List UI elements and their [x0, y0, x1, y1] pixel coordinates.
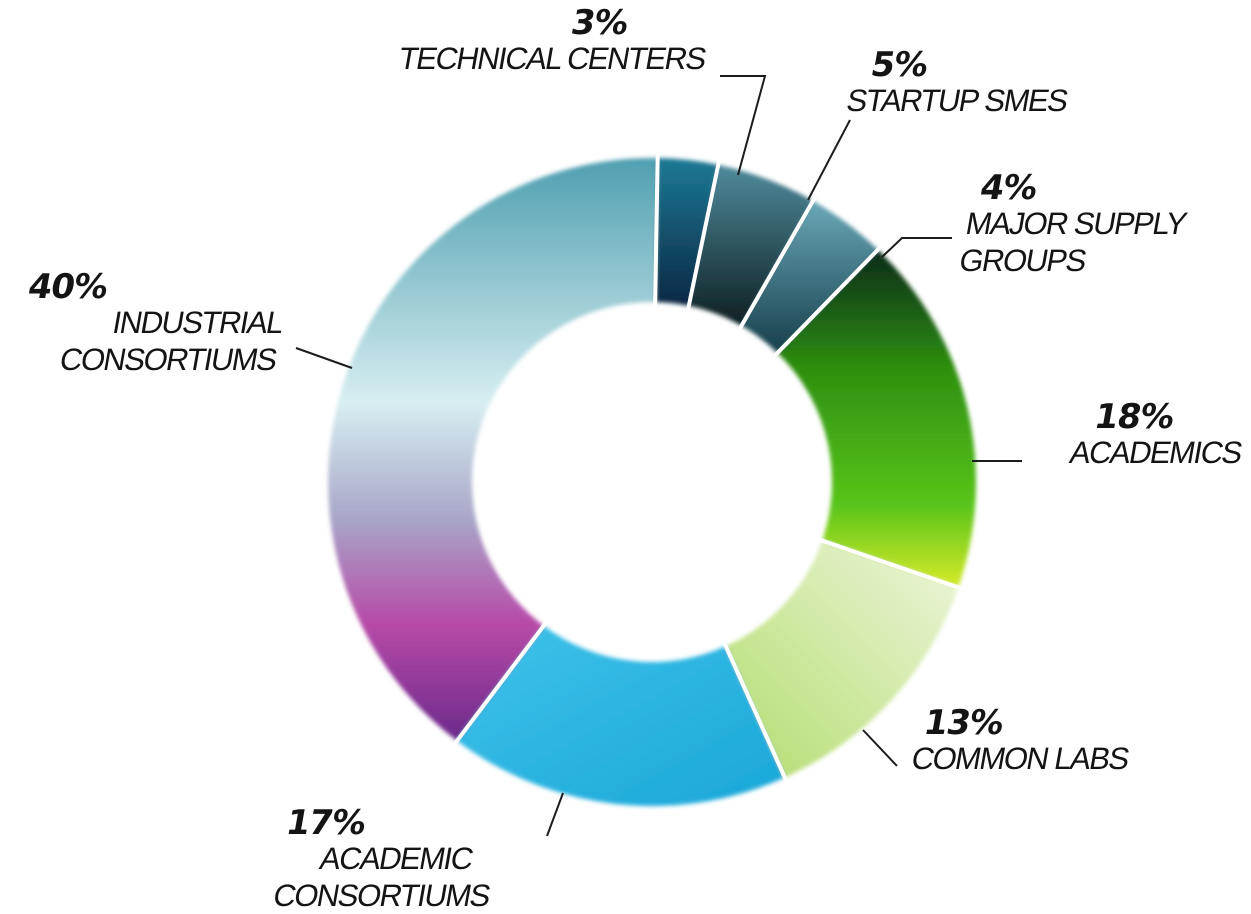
slice-separators: [451, 152, 965, 784]
slice-startup-smes: [688, 164, 814, 326]
slice-academics: [777, 249, 976, 588]
leader-line-common-labs: [862, 729, 898, 767]
name-major-supply-groups-line2: GROUPS: [956, 243, 1089, 278]
pct-major-supply-groups: 4%: [976, 168, 1040, 208]
leader-line-startup-smes: [807, 119, 851, 201]
pct-common-labs: 13%: [920, 703, 1007, 743]
pct-industrial-consortiums: 40%: [24, 267, 111, 307]
slice-separator: [817, 537, 965, 592]
slices-group: [327, 158, 976, 807]
pct-startup-smes: 5%: [867, 45, 931, 85]
label-technical-centers: 3% TECHNICAL CENTERS: [294, 3, 715, 77]
name-industrial-consortiums-line2: CONSORTIUMS: [57, 342, 279, 377]
pct-technical-centers: 3%: [568, 3, 631, 43]
name-technical-centers: TECHNICAL CENTERS: [396, 41, 709, 76]
slice-separator: [451, 621, 548, 747]
name-startup-smes: STARTUP SMES: [843, 83, 1070, 118]
name-academics: ACADEMICS: [1067, 435, 1245, 470]
leader-lines: [295, 75, 1022, 837]
label-industrial-consortiums: 40% INDUSTRIAL CONSORTIUMS: [4, 267, 291, 378]
slice-major-supply-groups: [741, 200, 878, 353]
slice-separator: [653, 152, 660, 307]
leader-line-industrial-consortiums: [295, 347, 353, 369]
slice-academic-consortiums: [457, 625, 785, 807]
name-academic-consortiums-line2: CONSORTIUMS: [270, 878, 493, 913]
name-major-supply-groups-line1: MAJOR SUPPLY: [963, 206, 1189, 241]
slice-separator: [773, 244, 884, 358]
label-major-supply-groups: 4% MAJOR SUPPLY GROUPS: [956, 168, 1194, 279]
slice-separator: [686, 158, 722, 311]
pct-academics: 18%: [1091, 397, 1177, 437]
slice-technical-centers: [655, 158, 719, 306]
label-academic-consortiums: 17% ACADEMIC CONSORTIUMS: [270, 803, 504, 914]
slice-industrial-consortiums: [327, 158, 658, 741]
label-academics: 18% ACADEMICS: [994, 397, 1251, 471]
name-industrial-consortiums-line1: INDUSTRIAL: [109, 305, 286, 340]
slice-separator: [737, 194, 818, 331]
leader-line-academic-consortiums: [546, 792, 564, 837]
label-startup-smes: 5% STARTUP SMES: [843, 45, 1076, 119]
label-common-labs: 13% COMMON LABS: [908, 703, 1138, 777]
pct-academic-consortiums: 17%: [282, 803, 369, 843]
name-common-labs: COMMON LABS: [908, 741, 1132, 776]
name-academic-consortiums-line1: ACADEMIC: [317, 841, 475, 876]
slice-separator: [722, 641, 790, 784]
leader-line-major-supply-groups: [881, 237, 952, 258]
leader-line-technical-centers: [720, 75, 767, 176]
slice-common-labs: [725, 540, 959, 778]
